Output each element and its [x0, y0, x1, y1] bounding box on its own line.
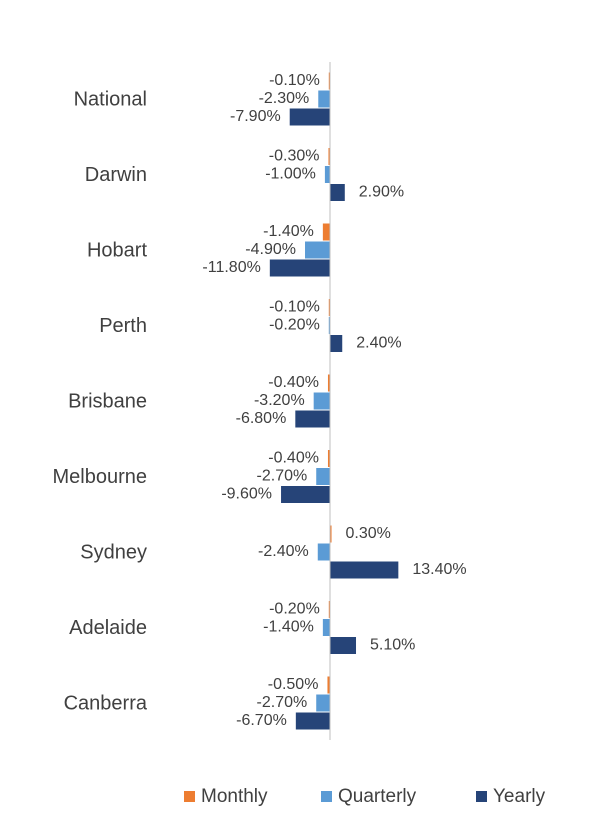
- value-label-quarterly: -2.40%: [258, 543, 309, 560]
- bar-yearly: [330, 561, 399, 579]
- value-label-monthly: -0.20%: [269, 601, 320, 618]
- value-label-quarterly: -0.20%: [269, 317, 320, 334]
- value-label-monthly: 0.30%: [346, 525, 391, 542]
- bar-quarterly: [322, 619, 330, 636]
- bar-monthly: [327, 450, 330, 467]
- value-label-quarterly: -2.70%: [257, 694, 308, 711]
- value-label-monthly: -0.30%: [269, 148, 320, 165]
- category-label: Sydney: [80, 541, 147, 563]
- bar-monthly: [330, 525, 332, 543]
- legend-label-quarterly: Quarterly: [338, 786, 417, 807]
- value-labels: -0.10%-2.30%-7.90%-0.30%-1.00%2.90%-1.40…: [202, 72, 466, 729]
- value-label-quarterly: -4.90%: [245, 241, 296, 258]
- bar-quarterly: [305, 241, 330, 259]
- value-label-yearly: -7.90%: [230, 108, 281, 125]
- value-label-monthly: -1.40%: [263, 223, 314, 240]
- bar-monthly: [328, 148, 330, 165]
- value-label-monthly: -0.50%: [268, 676, 319, 693]
- bar-monthly: [322, 223, 330, 241]
- category-label: Canberra: [64, 692, 148, 714]
- bar-quarterly: [313, 392, 330, 410]
- bar-yearly: [281, 486, 330, 503]
- value-label-quarterly: -1.40%: [263, 619, 314, 636]
- value-label-quarterly: -1.00%: [265, 166, 316, 183]
- bar-yearly: [295, 410, 330, 428]
- value-label-quarterly: -2.30%: [259, 90, 310, 107]
- bar-yearly: [295, 712, 330, 730]
- value-label-monthly: -0.10%: [269, 72, 320, 89]
- bar-yearly: [330, 637, 357, 654]
- bar-monthly: [327, 676, 330, 694]
- bar-quarterly: [316, 468, 330, 485]
- value-label-monthly: -0.40%: [268, 374, 319, 391]
- legend-swatch-quarterly: [321, 791, 332, 802]
- bar-monthly: [328, 601, 330, 618]
- legend-label-yearly: Yearly: [493, 786, 546, 807]
- value-label-monthly: -0.10%: [269, 299, 320, 316]
- bars: [269, 72, 399, 730]
- bar-yearly: [330, 184, 345, 201]
- category-label: Hobart: [87, 239, 147, 261]
- value-label-yearly: -6.70%: [236, 712, 287, 729]
- bar-quarterly: [328, 317, 330, 334]
- category-labels: National Darwin Hobart Perth Brisbane Melbour…: [52, 88, 147, 714]
- category-label: Melbourne: [52, 466, 147, 488]
- category-label: National: [74, 88, 147, 110]
- legend-label-monthly: Monthly: [201, 786, 268, 807]
- bar-quarterly: [317, 543, 330, 561]
- legend-swatch-yearly: [476, 791, 487, 802]
- value-label-yearly: 2.40%: [356, 335, 401, 352]
- category-label: Darwin: [85, 164, 147, 186]
- legend-swatch-monthly: [184, 791, 195, 802]
- bar-monthly: [328, 299, 330, 316]
- legend: Monthly Quarterly Yearly: [184, 786, 546, 807]
- bar-yearly: [289, 108, 330, 126]
- value-label-quarterly: -3.20%: [254, 392, 305, 409]
- value-label-yearly: -11.80%: [202, 259, 260, 276]
- value-label-yearly: -6.80%: [236, 410, 287, 427]
- category-label: Brisbane: [68, 390, 147, 412]
- value-label-monthly: -0.40%: [268, 450, 319, 467]
- value-label-yearly: 2.90%: [359, 184, 404, 201]
- category-label: Adelaide: [69, 617, 147, 639]
- bar-quarterly: [316, 694, 330, 712]
- bar-monthly: [327, 374, 330, 392]
- bar-quarterly: [324, 166, 330, 183]
- value-label-yearly: 13.40%: [412, 561, 466, 578]
- bar-yearly: [330, 335, 343, 352]
- value-label-yearly: 5.10%: [370, 637, 415, 654]
- category-label: Perth: [99, 315, 147, 337]
- value-label-yearly: -9.60%: [221, 486, 272, 503]
- value-label-quarterly: -2.70%: [257, 468, 308, 485]
- bar-quarterly: [318, 90, 330, 108]
- bar-yearly: [269, 259, 330, 277]
- bar-monthly: [328, 72, 330, 90]
